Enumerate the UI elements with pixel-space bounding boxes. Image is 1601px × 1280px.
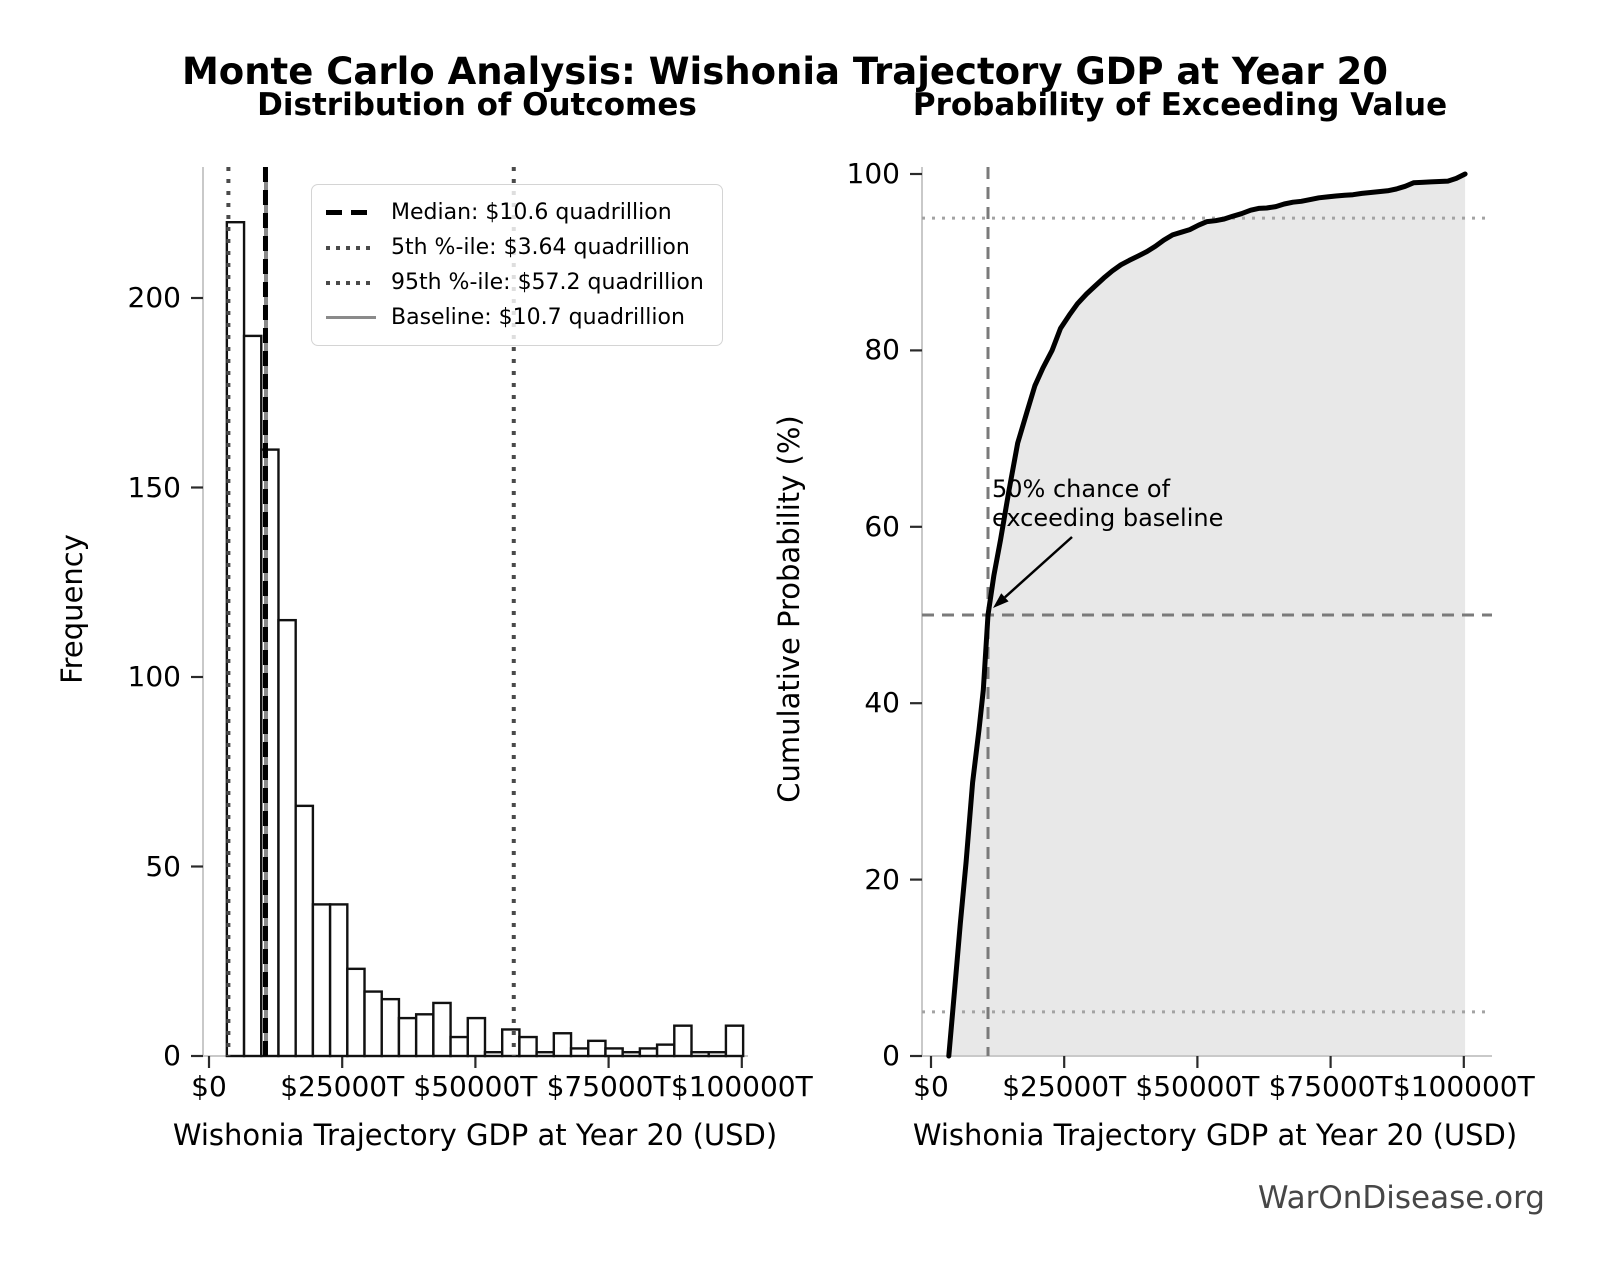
histogram-bar bbox=[311, 903, 332, 1058]
legend-item-median: Median: $10.6 quadrillion bbox=[326, 195, 708, 230]
histogram-y-tick-label: 50 bbox=[145, 849, 181, 883]
histogram-bar bbox=[724, 1024, 745, 1058]
legend-label: 95th %-ile: $57.2 quadrillion bbox=[391, 270, 704, 295]
legend-item-p5: 5th %-ile: $3.64 quadrillion bbox=[326, 230, 708, 265]
histogram-bar bbox=[500, 1028, 521, 1058]
histogram-bar bbox=[638, 1047, 659, 1058]
cdf-x-tick-label: $100000T bbox=[1392, 1070, 1535, 1103]
histogram-y-tick-label: 0 bbox=[163, 1039, 181, 1072]
cdf-y-tick-label: 80 bbox=[864, 333, 900, 367]
histogram-bar bbox=[294, 804, 315, 1058]
histogram-x-tick-label: $25000T bbox=[280, 1070, 405, 1103]
legend-item-baseline: Baseline: $10.7 quadrillion bbox=[326, 300, 708, 335]
cdf-y-axis-label: Cumulative Probability (%) bbox=[772, 415, 806, 803]
legend-sample-solid-line bbox=[326, 316, 376, 319]
histogram-y-tick-label: 100 bbox=[127, 660, 181, 693]
histogram-y-tick-label: 150 bbox=[127, 470, 181, 504]
cdf-x-tick-label: $0 bbox=[913, 1070, 949, 1103]
histogram-bar bbox=[380, 997, 401, 1058]
legend-label: 5th %-ile: $3.64 quadrillion bbox=[391, 235, 690, 260]
figure-title: Monte Carlo Analysis: Wishonia Trajector… bbox=[181, 50, 1389, 93]
histogram-bar bbox=[518, 1035, 538, 1058]
histogram-title: Distribution of Outcomes bbox=[257, 87, 697, 123]
legend-sample-dotted-line bbox=[326, 280, 376, 285]
histogram-bar bbox=[432, 1001, 452, 1058]
legend-sample-dotted-line bbox=[326, 245, 376, 250]
histogram-bar bbox=[277, 618, 297, 1058]
histogram-bar bbox=[655, 1043, 676, 1058]
histogram-bar bbox=[569, 1047, 590, 1058]
histogram-bar bbox=[328, 903, 349, 1058]
histogram-y-axis-label: Frequency bbox=[55, 534, 89, 684]
histogram-bar bbox=[707, 1051, 728, 1058]
legend-label: Baseline: $10.7 quadrillion bbox=[391, 305, 685, 330]
histogram-bar bbox=[535, 1051, 556, 1058]
legend-item-p95: 95th %-ile: $57.2 quadrillion bbox=[326, 265, 708, 300]
cdf-annotation: 50% chance of exceeding baseline bbox=[992, 475, 1224, 532]
histogram-bar bbox=[552, 1032, 573, 1058]
cdf-y-tick-label: 20 bbox=[864, 862, 900, 896]
histogram-bar bbox=[242, 334, 263, 1058]
cdf-x-axis-label: Wishonia Trajectory GDP at Year 20 (USD) bbox=[912, 1118, 1518, 1152]
histogram-x-tick-label: $75000T bbox=[546, 1070, 671, 1103]
cdf-y-tick-label: 0 bbox=[882, 1039, 900, 1072]
cdf-y-tick-label: 40 bbox=[864, 686, 900, 720]
legend: Median: $10.6 quadrillion 5th %-ile: $3.6… bbox=[311, 184, 723, 346]
cdf-x-tick-label: $50000T bbox=[1135, 1070, 1260, 1103]
legend-label: Median: $10.6 quadrillion bbox=[391, 200, 672, 225]
histogram-bar bbox=[414, 1013, 435, 1058]
cdf-title: Probability of Exceeding Value bbox=[912, 87, 1448, 123]
histogram-bar bbox=[483, 1051, 504, 1058]
watermark: WarOnDisease.org bbox=[1257, 1180, 1545, 1216]
histogram-bar bbox=[449, 1035, 469, 1058]
histogram-bar bbox=[346, 967, 366, 1058]
cdf-y-tick-label: 60 bbox=[864, 509, 900, 543]
cdf-curve bbox=[946, 171, 1468, 1059]
histogram-bar bbox=[621, 1051, 642, 1058]
histogram-bar bbox=[604, 1047, 624, 1058]
histogram-y-tick-label: 200 bbox=[127, 281, 181, 314]
histogram-bar bbox=[466, 1016, 487, 1058]
cdf-x-tick-label: $75000T bbox=[1268, 1070, 1393, 1103]
annotation-arrow-head bbox=[993, 593, 1009, 608]
histogram-bar bbox=[690, 1051, 710, 1058]
histogram-x-tick-label: $100000T bbox=[670, 1070, 813, 1103]
cdf-x-tick-label: $25000T bbox=[1002, 1070, 1127, 1103]
histogram-bar bbox=[673, 1024, 693, 1058]
cdf-y-tick-label: 100 bbox=[846, 157, 900, 190]
annotation-arrow-shaft bbox=[1004, 536, 1073, 599]
histogram-x-axis-label: Wishonia Trajectory GDP at Year 20 (USD) bbox=[172, 1118, 778, 1152]
histogram-x-tick-label: $0 bbox=[191, 1070, 227, 1103]
histogram-bar bbox=[587, 1039, 607, 1058]
histogram-bar bbox=[397, 1016, 418, 1058]
histogram-bar bbox=[363, 990, 383, 1058]
legend-sample-dashed-line bbox=[326, 210, 376, 215]
histogram-x-tick-label: $50000T bbox=[413, 1070, 538, 1103]
